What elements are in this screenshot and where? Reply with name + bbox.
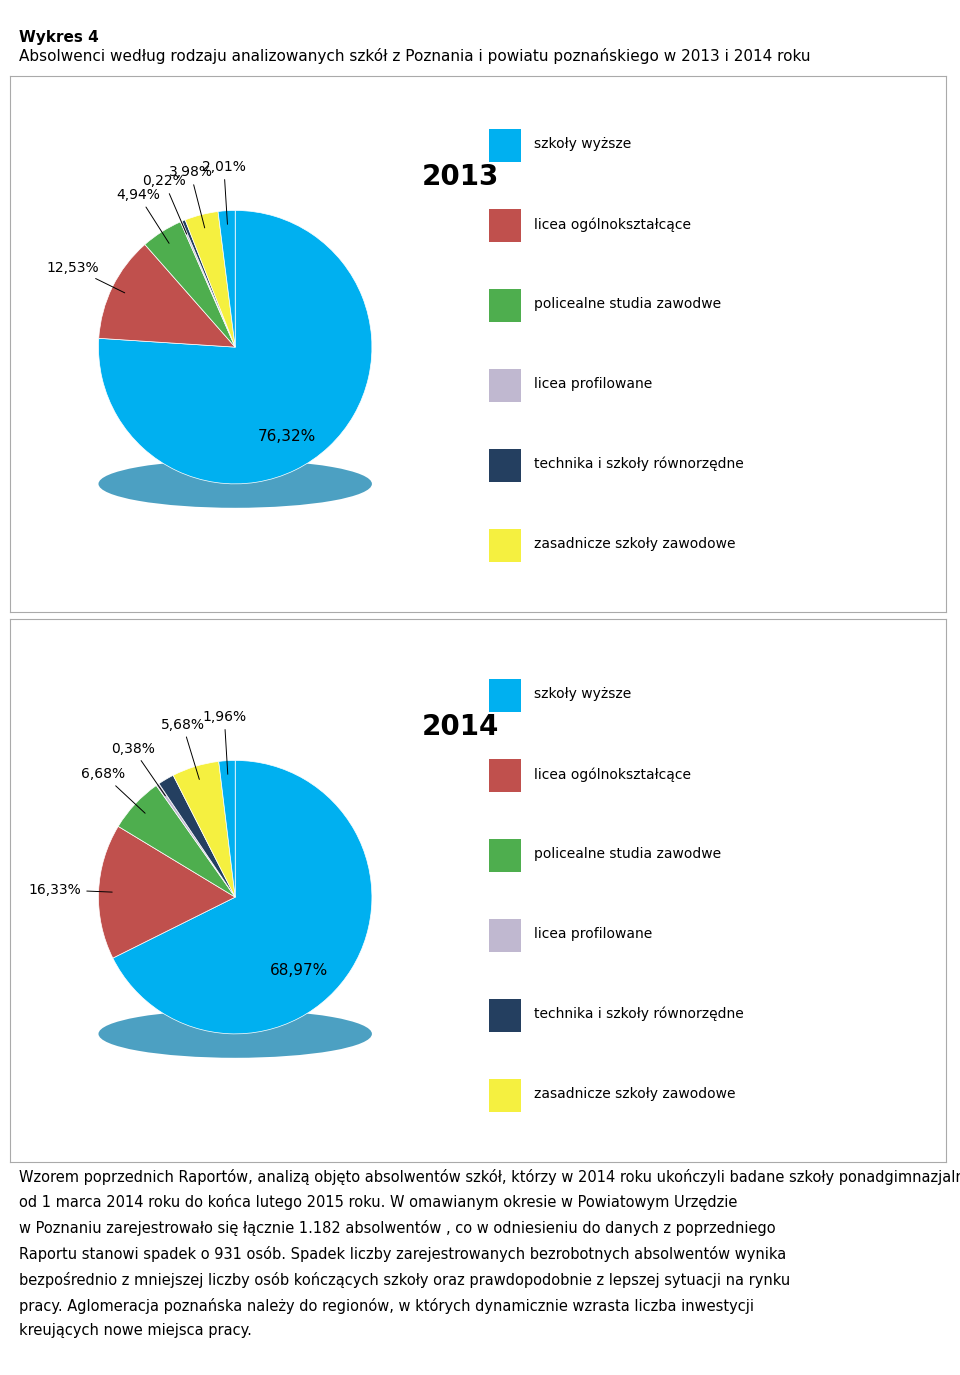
Text: 6,68%: 6,68%	[81, 767, 145, 813]
Text: technika i szkoły równorzędne: technika i szkoły równorzędne	[534, 456, 744, 472]
Bar	[489, 679, 520, 712]
Text: licea ogólnokształcące: licea ogólnokształcące	[534, 217, 691, 231]
Text: szkoły wyższe: szkoły wyższe	[534, 138, 632, 151]
Ellipse shape	[99, 1011, 372, 1057]
Wedge shape	[159, 775, 235, 896]
Text: 5,68%: 5,68%	[160, 718, 204, 780]
Text: technika i szkoły równorzędne: technika i szkoły równorzędne	[534, 1006, 744, 1022]
Bar	[489, 1078, 520, 1112]
Wedge shape	[99, 245, 235, 346]
Wedge shape	[185, 212, 235, 346]
Text: policealne studia zawodwe: policealne studia zawodwe	[534, 847, 721, 861]
Bar	[489, 289, 520, 322]
Text: 4,94%: 4,94%	[116, 188, 169, 243]
Text: policealne studia zawodwe: policealne studia zawodwe	[534, 297, 721, 311]
Text: licea ogólnokształcące: licea ogólnokształcące	[534, 767, 691, 781]
Bar	[489, 839, 520, 872]
Text: 0,38%: 0,38%	[110, 741, 165, 796]
Text: 68,97%: 68,97%	[270, 964, 328, 979]
Wedge shape	[156, 784, 235, 896]
Text: zasadnicze szkoły zawodowe: zasadnicze szkoły zawodowe	[534, 538, 735, 551]
Text: 2013: 2013	[422, 162, 499, 191]
Wedge shape	[145, 221, 235, 346]
Bar	[489, 998, 520, 1033]
Wedge shape	[113, 760, 372, 1034]
Bar	[489, 528, 520, 562]
Wedge shape	[180, 221, 235, 346]
Bar	[489, 129, 520, 162]
Bar	[489, 448, 520, 483]
Wedge shape	[99, 826, 235, 958]
Text: 3,98%: 3,98%	[169, 165, 212, 228]
Wedge shape	[218, 210, 235, 346]
Wedge shape	[219, 760, 235, 897]
Text: licea profilowane: licea profilowane	[534, 377, 653, 390]
Text: Wykres 4: Wykres 4	[19, 30, 99, 45]
Wedge shape	[173, 762, 235, 897]
Text: 0,22%: 0,22%	[142, 175, 186, 234]
Wedge shape	[99, 210, 372, 484]
Text: 2014: 2014	[422, 712, 499, 741]
Bar	[489, 209, 520, 242]
Bar	[489, 368, 520, 403]
Text: 2,01%: 2,01%	[202, 160, 246, 224]
Text: licea profilowane: licea profilowane	[534, 927, 653, 941]
Ellipse shape	[99, 461, 372, 507]
Text: Absolwenci według rodzaju analizowanych szkół z Poznania i powiatu poznańskiego : Absolwenci według rodzaju analizowanych …	[19, 48, 810, 65]
Text: szkoły wyższe: szkoły wyższe	[534, 688, 632, 701]
Bar	[489, 759, 520, 792]
Wedge shape	[182, 220, 235, 346]
Text: zasadnicze szkoły zawodowe: zasadnicze szkoły zawodowe	[534, 1088, 735, 1101]
Text: Wzorem poprzednich Raportów, analizą objęto absolwentów szkół, którzy w 2014 rok: Wzorem poprzednich Raportów, analizą obj…	[19, 1169, 960, 1338]
Bar	[489, 918, 520, 951]
Text: 16,33%: 16,33%	[29, 883, 112, 896]
Text: 1,96%: 1,96%	[203, 710, 247, 774]
Wedge shape	[118, 785, 235, 896]
Text: 76,32%: 76,32%	[257, 429, 316, 444]
Text: 12,53%: 12,53%	[47, 260, 125, 293]
